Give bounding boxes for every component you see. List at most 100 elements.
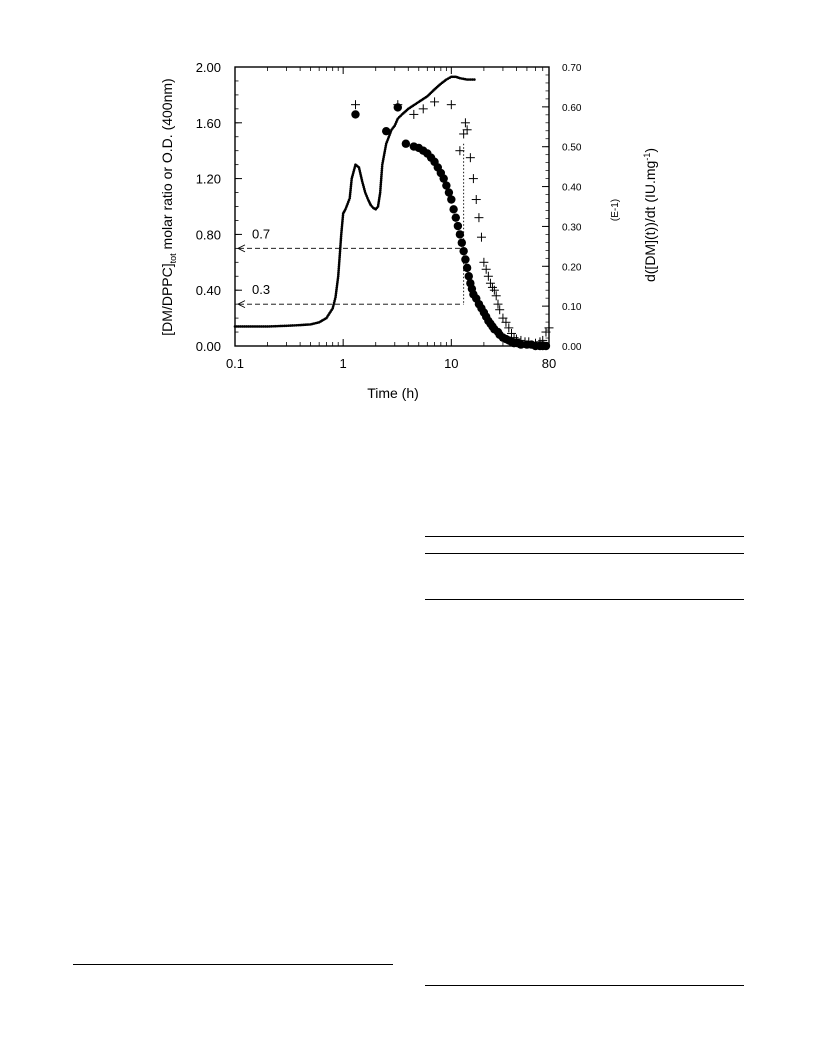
od-curve-point bbox=[336, 278, 340, 282]
rule-right-2 bbox=[425, 553, 744, 554]
od-curve-point bbox=[350, 179, 353, 182]
od-curve-point bbox=[380, 173, 383, 176]
od-curve-point bbox=[289, 324, 292, 327]
od-curve-point bbox=[336, 280, 339, 284]
od-curve-point bbox=[379, 189, 382, 192]
reference-arrow bbox=[236, 244, 246, 253]
molar-ratio-point bbox=[447, 195, 456, 204]
y-tick-label: 1.20 bbox=[196, 172, 221, 187]
od-curve-point bbox=[273, 324, 277, 328]
od-curve-point bbox=[349, 185, 353, 188]
od-curve-point bbox=[237, 325, 241, 328]
od-curve-point bbox=[277, 324, 281, 328]
od-curve-point bbox=[283, 324, 287, 328]
rate-point bbox=[465, 153, 475, 163]
od-curve-point bbox=[341, 219, 344, 223]
od-curve-point bbox=[275, 324, 279, 328]
od-curve-point bbox=[271, 324, 275, 328]
molar-ratio-point bbox=[439, 174, 448, 183]
y-tick-label: 0.00 bbox=[196, 339, 221, 354]
od-curve-point bbox=[339, 240, 343, 244]
rate-point bbox=[485, 278, 495, 288]
od-curve-point bbox=[380, 175, 383, 178]
od-curve-point bbox=[337, 271, 340, 274]
od-curve-point bbox=[349, 187, 353, 190]
od-curve-point bbox=[467, 78, 471, 81]
rate-point bbox=[479, 257, 489, 267]
od-curve-point bbox=[245, 325, 248, 328]
od-curve-point bbox=[341, 215, 345, 219]
od-curve-point bbox=[266, 325, 269, 328]
rate-point bbox=[524, 337, 534, 347]
od-curve-point bbox=[471, 78, 474, 81]
rate-point bbox=[468, 174, 478, 184]
x-tick-label: 10 bbox=[444, 356, 458, 371]
od-curve-point bbox=[379, 187, 382, 190]
rate-point bbox=[350, 100, 360, 110]
y2-tick-label: 0.50 bbox=[562, 143, 582, 154]
rule-right-1 bbox=[425, 536, 744, 537]
molar-ratio-point bbox=[451, 213, 460, 222]
rate-point bbox=[504, 323, 514, 333]
x-tick-label: 0.1 bbox=[226, 356, 244, 371]
od-curve-point bbox=[296, 323, 300, 327]
od-curve-point bbox=[380, 169, 384, 172]
od-curve-point bbox=[281, 324, 285, 328]
y2-tick-label: 0.00 bbox=[562, 342, 582, 353]
od-curve-point bbox=[252, 325, 256, 328]
rate-point bbox=[509, 333, 519, 343]
od-curve-point bbox=[248, 325, 252, 328]
od-curve-point bbox=[335, 282, 339, 286]
od-curve-point bbox=[338, 257, 341, 261]
od-curve-point bbox=[334, 292, 338, 295]
y-axis-title-main: [DM/DPPC] bbox=[159, 263, 175, 335]
molar-ratio-point bbox=[464, 272, 473, 281]
od-curve-point bbox=[239, 325, 243, 328]
od-curve-point bbox=[337, 265, 341, 269]
molar-ratio-point bbox=[459, 246, 468, 256]
reference-label: 0.7 bbox=[252, 226, 270, 241]
molar-ratio-point bbox=[453, 221, 463, 231]
od-curve-point bbox=[338, 259, 341, 263]
od-curve-point bbox=[340, 225, 344, 229]
molar-ratio-point bbox=[351, 110, 360, 119]
rate-point bbox=[409, 109, 419, 119]
od-curve-point bbox=[338, 248, 342, 251]
molar-ratio-point bbox=[442, 181, 451, 190]
od-curve-point bbox=[339, 233, 343, 236]
y2-tick-label: 0.60 bbox=[562, 103, 582, 114]
y2-axis-title-main: d([DM](t))/dt (IU.mg bbox=[642, 161, 658, 282]
rate-point bbox=[493, 299, 503, 309]
molar-ratio-point bbox=[462, 263, 472, 273]
molar-ratio-point bbox=[444, 188, 454, 197]
od-curve-point bbox=[338, 254, 342, 257]
y2-axis-title-end: ) bbox=[642, 148, 658, 153]
rate-point bbox=[511, 334, 521, 344]
od-curve-point bbox=[250, 325, 254, 328]
od-curve-point bbox=[335, 288, 338, 291]
od-curve-point bbox=[254, 325, 258, 328]
y2-tick-label: 0.10 bbox=[562, 302, 582, 313]
y-axis-title-sub: tot bbox=[168, 253, 178, 264]
od-curve-point bbox=[338, 246, 342, 250]
rate-point bbox=[418, 104, 428, 114]
y-axis-title: [DM/DPPC]tot molar ratio or O.D. (400nm) bbox=[159, 78, 178, 335]
rate-point bbox=[538, 335, 548, 345]
od-curve-point bbox=[380, 171, 383, 174]
molar-ratio-point bbox=[457, 238, 467, 247]
rate-point bbox=[460, 118, 470, 128]
y2-tick-label: 0.20 bbox=[562, 262, 582, 273]
od-curve-point bbox=[334, 293, 338, 297]
y-tick-label: 0.80 bbox=[196, 227, 221, 242]
od-curve-point bbox=[473, 78, 476, 81]
od-curve-point bbox=[334, 295, 337, 299]
od-curve-point bbox=[340, 229, 343, 232]
y2-tick-label: 0.40 bbox=[562, 183, 582, 194]
od-curve-point bbox=[339, 235, 343, 238]
rate-point bbox=[474, 213, 484, 223]
od-curve-point bbox=[379, 179, 383, 182]
od-curve-point bbox=[380, 167, 384, 170]
od-curve-point bbox=[285, 324, 288, 328]
od-curve-point bbox=[337, 267, 341, 270]
rate-point bbox=[544, 323, 554, 333]
